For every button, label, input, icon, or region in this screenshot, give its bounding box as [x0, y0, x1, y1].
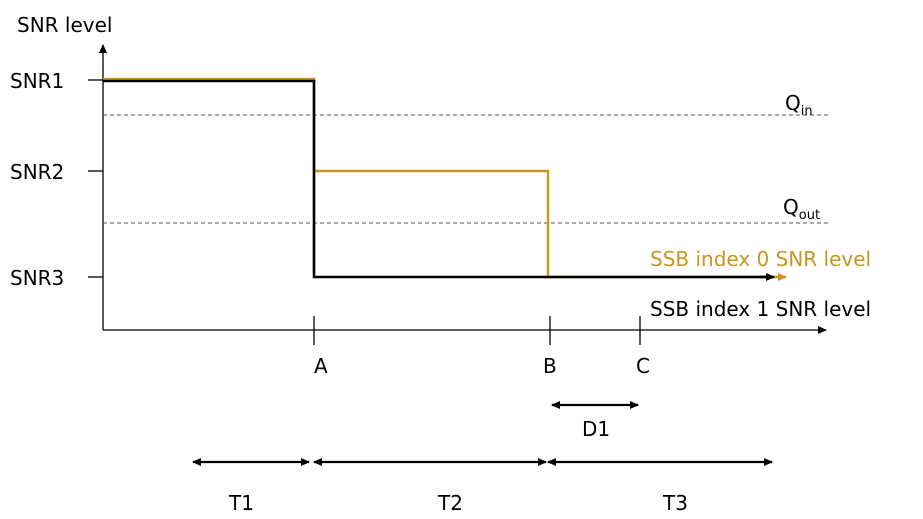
- legend-ssb1: SSB index 1 SNR level: [650, 297, 871, 321]
- t1-label: T1: [228, 491, 254, 515]
- legend-ssb0: SSB index 0 SNR level: [650, 247, 871, 271]
- t3-label: T3: [662, 491, 688, 515]
- q-out-main: Q: [783, 195, 799, 219]
- q-in-sub: in: [801, 104, 813, 119]
- q-in-main: Q: [785, 91, 801, 115]
- level-label-snr3: SNR3: [10, 266, 64, 290]
- point-label-b: B: [543, 354, 557, 378]
- q-out-sub: out: [799, 208, 820, 223]
- d1-label: D1: [582, 417, 610, 441]
- level-label-snr2: SNR2: [10, 160, 64, 184]
- threshold-q-in-label: Qin: [785, 91, 813, 119]
- point-label-c: C: [636, 354, 650, 378]
- threshold-q-out-label: Qout: [783, 195, 820, 223]
- level-label-snr1: SNR1: [10, 69, 64, 93]
- y-axis-title: SNR level: [17, 13, 112, 37]
- point-label-a: A: [314, 354, 328, 378]
- t2-label: T2: [437, 491, 463, 515]
- ssb1-snr-curve: [103, 79, 772, 279]
